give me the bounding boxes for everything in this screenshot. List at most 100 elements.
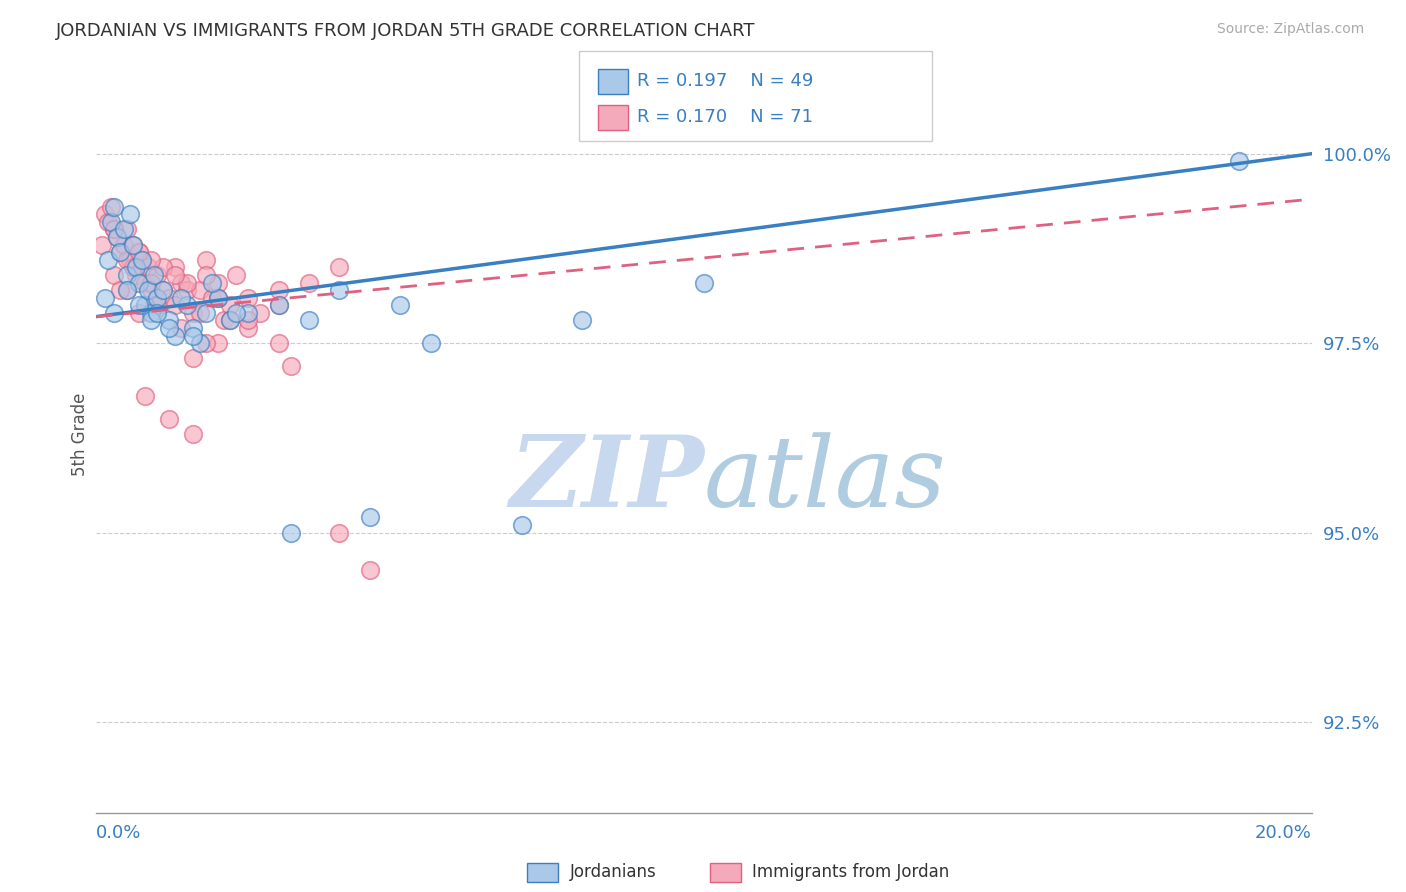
Point [142, 298, 165, 312]
Point [389, 298, 412, 312]
Point [128, 245, 150, 260]
Point [146, 268, 169, 282]
Point [236, 306, 259, 320]
Point [207, 291, 229, 305]
Point [510, 518, 533, 533]
Point [115, 283, 138, 297]
Point [225, 268, 247, 282]
Point [128, 298, 150, 312]
Point [97, 215, 120, 229]
Text: 0.0%: 0.0% [96, 824, 142, 842]
Point [267, 283, 290, 297]
Point [128, 276, 150, 290]
Point [121, 237, 143, 252]
Point [142, 268, 165, 282]
Point [188, 306, 211, 320]
Point [693, 276, 716, 290]
Point [131, 252, 153, 267]
Point [219, 313, 242, 327]
Point [139, 276, 162, 290]
Point [134, 276, 156, 290]
Point [219, 313, 242, 327]
Point [146, 298, 169, 312]
Point [121, 260, 143, 275]
Point [100, 200, 122, 214]
Point [118, 252, 141, 267]
Point [100, 215, 122, 229]
Point [115, 252, 138, 267]
Point [176, 283, 198, 297]
Point [152, 260, 174, 275]
Point [170, 321, 193, 335]
Point [121, 237, 143, 252]
Point [207, 276, 229, 290]
Bar [527, 863, 558, 882]
Point [298, 276, 321, 290]
Point [115, 268, 138, 282]
Point [136, 260, 159, 275]
Point [1227, 154, 1250, 169]
Point [115, 283, 138, 297]
Point [103, 268, 125, 282]
Point [157, 321, 180, 335]
Point [176, 276, 198, 290]
Point [328, 260, 350, 275]
Point [280, 525, 302, 540]
Point [118, 207, 141, 221]
Point [267, 298, 290, 312]
Point [207, 336, 229, 351]
Point [125, 260, 148, 275]
Point [152, 283, 174, 297]
Point [212, 313, 235, 327]
Point [112, 237, 135, 252]
Point [183, 321, 205, 335]
FancyBboxPatch shape [579, 51, 932, 141]
Point [115, 222, 138, 236]
Point [328, 283, 350, 297]
Point [139, 306, 162, 320]
Point [328, 525, 350, 540]
Point [152, 283, 174, 297]
Point [128, 245, 150, 260]
Text: Jordanians: Jordanians [569, 863, 657, 881]
Point [194, 306, 217, 320]
Text: ZIP: ZIP [509, 432, 704, 528]
Point [139, 283, 162, 297]
Point [134, 298, 156, 312]
Point [94, 207, 117, 221]
Bar [710, 863, 741, 882]
Point [121, 260, 143, 275]
Point [170, 276, 193, 290]
Point [165, 268, 187, 282]
Point [183, 351, 205, 366]
Text: Immigrants from Jordan: Immigrants from Jordan [752, 863, 949, 881]
Point [103, 306, 125, 320]
Point [298, 313, 321, 327]
Point [267, 336, 290, 351]
Point [94, 291, 117, 305]
Point [194, 268, 217, 282]
Point [183, 306, 205, 320]
Point [157, 412, 180, 426]
Point [165, 298, 187, 312]
Point [165, 328, 187, 343]
Text: Source: ZipAtlas.com: Source: ZipAtlas.com [1216, 22, 1364, 37]
Point [188, 336, 211, 351]
Point [97, 252, 120, 267]
Point [236, 313, 259, 327]
Point [103, 222, 125, 236]
Point [103, 200, 125, 214]
Point [134, 389, 156, 403]
Bar [598, 104, 628, 129]
Point [91, 237, 114, 252]
Point [183, 427, 205, 442]
Text: JORDANIAN VS IMMIGRANTS FROM JORDAN 5TH GRADE CORRELATION CHART: JORDANIAN VS IMMIGRANTS FROM JORDAN 5TH … [56, 22, 756, 40]
Point [280, 359, 302, 373]
Point [136, 283, 159, 297]
Point [183, 328, 205, 343]
Point [110, 283, 132, 297]
Point [236, 321, 259, 335]
Point [103, 222, 125, 236]
Point [139, 313, 162, 327]
Point [359, 564, 381, 578]
